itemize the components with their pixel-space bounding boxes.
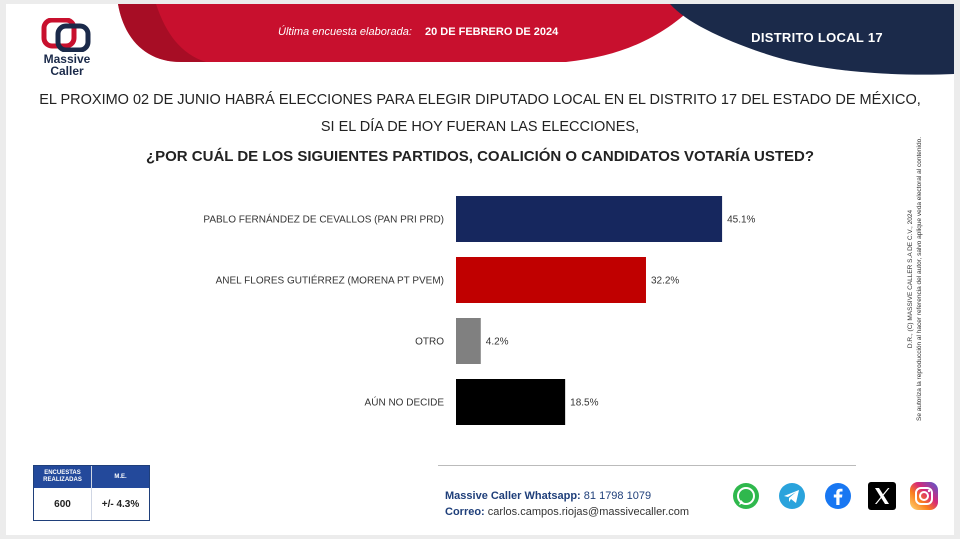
category-label: PABLO FERNÁNDEZ DE CEVALLOS (PAN PRI PRD… (203, 213, 444, 226)
copyright-line2: Se autoriza la reproducción al hacer ref… (916, 137, 923, 422)
category-label: AÚN NO DECIDE (365, 396, 445, 409)
copyright-line1: D.R., (C) MASSIVE CALLER S.A DE C.V., 20… (907, 209, 914, 349)
sample-count-header-line2: REALIZADAS (43, 477, 82, 483)
sample-table-row: 600 +/- 4.3% (34, 488, 149, 520)
whatsapp-label: Massive Caller Whatsapp: (445, 490, 581, 502)
email-label: Correo: (445, 506, 485, 518)
value-label: 4.2% (486, 337, 509, 348)
facebook-icon[interactable] (823, 481, 853, 511)
sample-table-header: ENCUESTAS REALIZADAS M.E. (34, 466, 149, 488)
contact-info: Massive Caller Whatsapp: 81 1798 1079 Co… (445, 488, 689, 520)
category-label: ANEL FLORES GUTIÉRREZ (MORENA PT PVEM) (216, 274, 444, 287)
poll-slide: Massive Caller Última encuesta elaborada… (6, 4, 954, 535)
sample-table: ENCUESTAS REALIZADAS M.E. 600 +/- 4.3% (33, 465, 150, 521)
red-banner-dark-edge (118, 4, 206, 62)
x-icon[interactable] (867, 481, 897, 511)
logo-mark-icon (41, 18, 91, 52)
logo-text-line1: Massive (43, 52, 91, 66)
survey-date-line: Última encuesta elaborada: 20 DE FEBRERO… (278, 26, 558, 38)
bar (456, 257, 646, 303)
question-line3: ¿POR CUÁL DE LOS SIGUIENTES PARTIDOS, CO… (145, 148, 815, 165)
value-label: 32.2% (651, 276, 679, 287)
header-banner (118, 4, 954, 75)
telegram-icon[interactable] (777, 481, 807, 511)
whatsapp-icon[interactable] (731, 481, 761, 511)
vote-bar-chart: PABLO FERNÁNDEZ DE CEVALLOS (PAN PRI PRD… (203, 196, 756, 425)
sample-count-header-line1: ENCUESTAS (44, 470, 81, 476)
question-line1: EL PROXIMO 02 DE JUNIO HABRÁ ELECCIONES … (39, 92, 921, 108)
footer-divider (438, 465, 856, 466)
survey-date: 20 DE FEBRERO DE 2024 (424, 26, 559, 38)
survey-date-label: Última encuesta elaborada: (278, 26, 412, 38)
bar (456, 196, 723, 242)
copyright-note: D.R., (C) MASSIVE CALLER S.A DE C.V., 20… (902, 104, 928, 454)
value-label: 18.5% (570, 398, 598, 409)
question-line2: SI EL DÍA DE HOY FUERAN LAS ELECCIONES, (320, 119, 640, 135)
instagram-icon[interactable] (909, 481, 939, 511)
navy-banner-shape (670, 4, 954, 75)
bar (456, 318, 481, 364)
bar (456, 379, 566, 425)
logo-text-line2: Caller (50, 64, 84, 78)
sample-count-header: ENCUESTAS REALIZADAS (34, 466, 91, 488)
sample-count: 600 (54, 498, 71, 510)
red-banner-shape (118, 4, 696, 62)
whatsapp-number[interactable]: 81 1798 1079 (583, 490, 652, 502)
email-link[interactable]: carlos.campos.riojas@massivecaller.com (487, 506, 690, 518)
margin-error-header: M.E. (91, 466, 149, 488)
value-label: 45.1% (727, 215, 755, 226)
category-label: OTRO (415, 337, 444, 348)
district-label: DISTRITO LOCAL 17 (751, 30, 883, 45)
brand-logo: Massive Caller (32, 18, 102, 80)
margin-error: +/- 4.3% (91, 488, 149, 520)
